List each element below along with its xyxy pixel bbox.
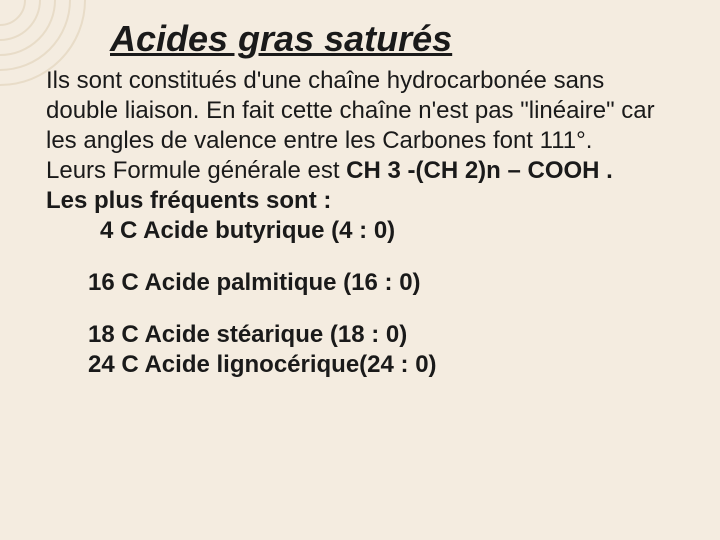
slide-title: Acides gras saturés [110,18,680,60]
acid-4c: 4 C Acide butyrique (4 : 0) [40,216,680,246]
frequent-label: Les plus fréquents sont : [40,186,680,216]
body-paragraph-1: Ils sont constitués d'une chaîne hydroca… [40,66,680,156]
acid-24c: 24 C Acide lignocérique(24 : 0) [40,350,680,380]
formula-text: CH 3 -(CH 2)n – COOH . [346,157,613,184]
body-paragraph-2: Leurs Formule générale est CH 3 -(CH 2)n… [40,156,680,186]
formula-prefix: Leurs Formule générale est [46,157,346,184]
acid-18c: 18 C Acide stéarique (18 : 0) [40,320,680,350]
slide-content: Acides gras saturés Ils sont constitués … [0,0,720,400]
acid-16c: 16 C Acide palmitique (16 : 0) [40,268,680,298]
